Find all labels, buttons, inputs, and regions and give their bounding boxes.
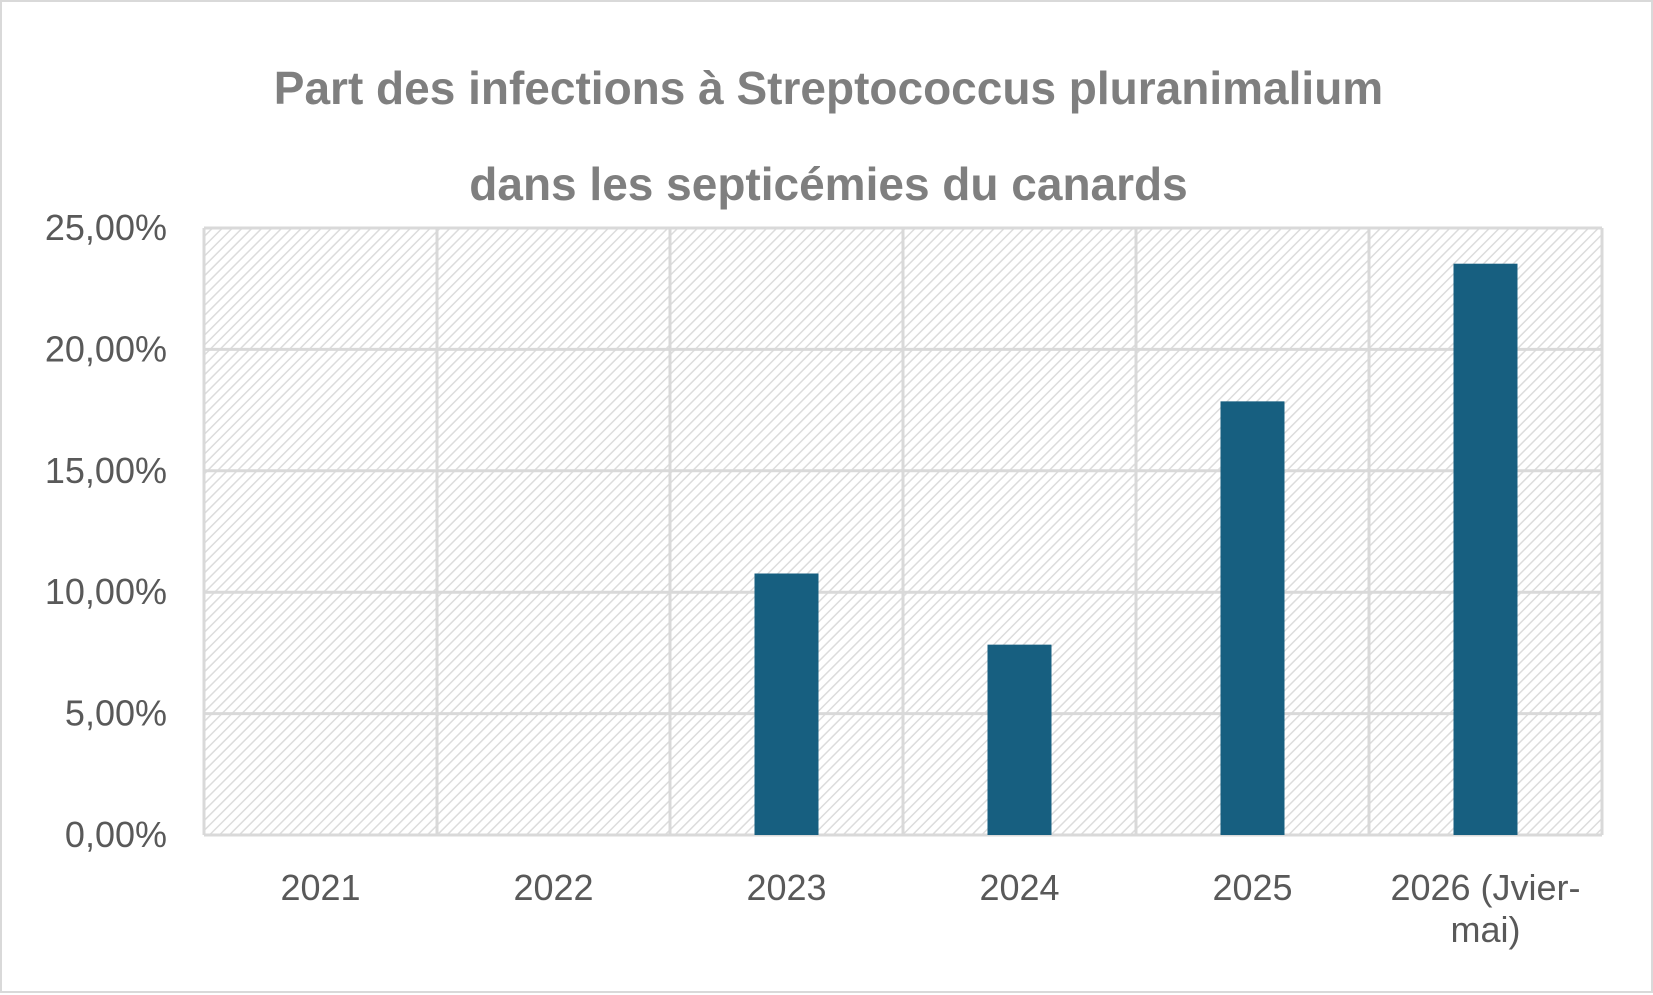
x-tick-label: 2025 <box>1212 867 1292 908</box>
y-tick-label: 25,00% <box>45 207 167 248</box>
x-tick-label: 2022 <box>513 867 593 908</box>
chart-title-line-1: Part des infections à Streptococcus plur… <box>273 62 1384 114</box>
bar-2025 <box>1220 401 1285 835</box>
x-tick-label: 2024 <box>979 867 1059 908</box>
chart-title-line-2: dans les septicémies du canards <box>469 158 1188 210</box>
grid-lines <box>202 226 1604 837</box>
bar-2023 <box>754 573 819 835</box>
chart-title: Part des infections à Streptococcus plur… <box>2 40 1653 232</box>
y-tick-label: 15,00% <box>45 450 167 491</box>
x-axis-tick-labels: 2021 2022 2023 2024 2025 2026 (Jvier-mai) <box>280 867 1580 950</box>
bars <box>754 263 1518 835</box>
bar-2024 <box>987 644 1052 835</box>
y-tick-label: 5,00% <box>65 693 167 734</box>
y-tick-label: 0,00% <box>65 814 167 855</box>
y-tick-label: 20,00% <box>45 328 167 369</box>
x-tick-label: 2023 <box>746 867 826 908</box>
x-tick-label: 2026 (Jvier-mai) <box>1390 867 1580 950</box>
y-tick-label: 10,00% <box>45 571 167 612</box>
bar-2026 (Jvier-mai) <box>1453 263 1518 835</box>
x-tick-label: 2021 <box>280 867 360 908</box>
y-axis-tick-labels: 0,00% 5,00% 10,00% 15,00% 20,00% 25,00% <box>45 207 167 855</box>
